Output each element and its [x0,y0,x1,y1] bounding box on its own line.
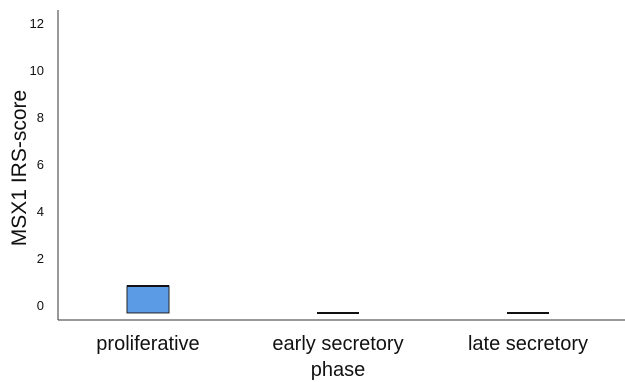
box-0 [126,285,170,314]
category-label: phase [311,359,366,381]
y-tick-label: 4 [37,204,44,219]
y-tick-label: 10 [30,63,44,78]
y-tick-label: 6 [37,157,44,172]
category-label: proliferative [96,333,199,355]
category-label: early secretory [272,333,403,355]
category-label: late secretory [468,333,588,355]
y-axis-label: MSX1 IRS-score [8,90,31,246]
y-tick-label: 8 [37,110,44,125]
y-tick-label: 12 [30,16,44,31]
y-tick-label: 0 [37,298,44,313]
y-tick-label: 2 [37,251,44,266]
